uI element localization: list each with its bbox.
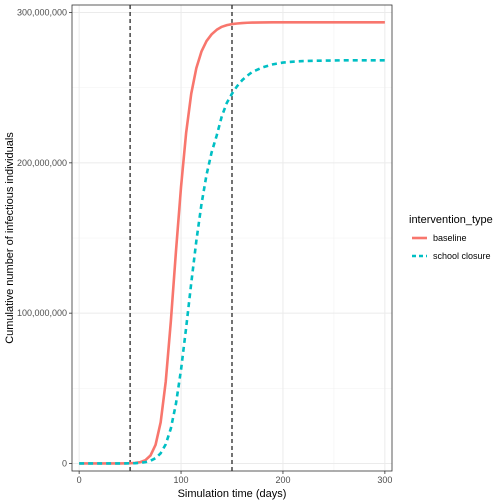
y-tick-label: 300,000,000 [17, 8, 67, 18]
series-lines [79, 20, 385, 465]
legend-items: baseline school closure [412, 233, 491, 261]
panel-border [71, 4, 393, 472]
x-axis-title: Simulation time (days) [178, 488, 287, 500]
x-tick-label: 0 [77, 475, 82, 485]
x-tick-label: 300 [377, 475, 392, 485]
plot-panel [71, 4, 393, 472]
legend: intervention_type baseline school closure [409, 214, 493, 261]
y-tick-label: 0 [62, 458, 67, 468]
y-tick-label: 200,000,000 [17, 158, 67, 168]
legend-label-school-closure: school closure [433, 251, 491, 261]
reference-lines [129, 5, 233, 471]
legend-label-baseline: baseline [433, 233, 467, 243]
x-tick-label: 100 [174, 475, 189, 485]
axes: 0 100 200 300 0 100,000,000 200,000,000 300,000… [17, 8, 392, 485]
y-tick-label: 100,000,000 [17, 308, 67, 318]
y-axis-title: Cumulative number of infectious individu… [4, 132, 16, 344]
legend-title: intervention_type [409, 214, 493, 226]
series-line-baseline [79, 20, 385, 465]
x-tick-label: 200 [275, 475, 290, 485]
series-line-school-closure [79, 59, 385, 465]
